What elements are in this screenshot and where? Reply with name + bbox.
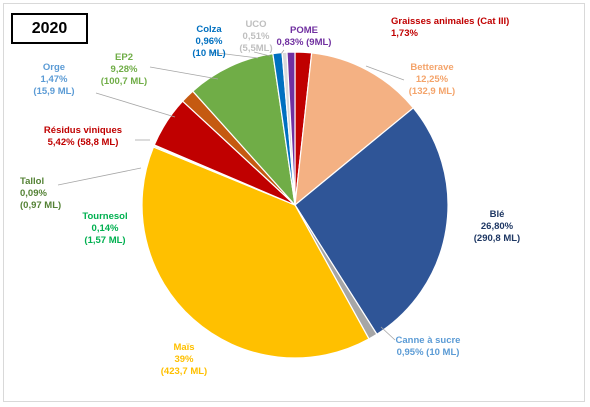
leader-lines xyxy=(57,49,405,341)
data-label: Orge 1,47% (15,9 ML) xyxy=(33,62,74,97)
leader-line xyxy=(280,49,285,55)
data-label: Blé 26,80% (290,8 ML) xyxy=(474,209,520,244)
data-label: Colza 0,96% (10 ML) xyxy=(192,24,225,59)
data-label: Betterave 12,25% (132,9 ML) xyxy=(409,62,455,97)
data-label: Tallol 0,09% (0,97 ML) xyxy=(20,176,61,211)
pie-slices xyxy=(141,51,449,359)
data-label: Graisses animales (Cat III) 1,73% xyxy=(391,16,509,39)
data-label: Canne à sucre 0,95% (10 ML) xyxy=(396,335,461,358)
slice-pome xyxy=(286,51,296,206)
slice-betterave xyxy=(294,52,415,207)
slice-bl- xyxy=(294,107,449,336)
leader-line xyxy=(365,65,405,81)
slice-labels: Graisses animales (Cat III) 1,73% Betterav… xyxy=(20,16,520,377)
chart-title: 2020 xyxy=(11,13,88,44)
chart-frame xyxy=(3,3,585,402)
data-label: Résidus viniques 5,42% (58,8 ML) xyxy=(44,125,122,148)
leader-line xyxy=(380,326,396,341)
data-label: POME 0,83% (9ML) xyxy=(277,25,332,48)
data-label: UCO 0,51% (5,5ML) xyxy=(239,19,272,54)
slice-ep2 xyxy=(191,52,296,207)
data-label: EP2 9,28% (100,7 ML) xyxy=(101,52,147,87)
leader-line xyxy=(253,51,271,57)
slice-ma-s xyxy=(141,146,370,359)
leader-line xyxy=(57,167,142,186)
leader-line xyxy=(95,92,176,118)
leader-line xyxy=(208,51,259,59)
leader-line xyxy=(149,66,219,80)
data-label: Tournesol 0,14% (1,57 ML) xyxy=(82,211,127,246)
data-label: Maïs 39% (423,7 ML) xyxy=(161,342,207,377)
